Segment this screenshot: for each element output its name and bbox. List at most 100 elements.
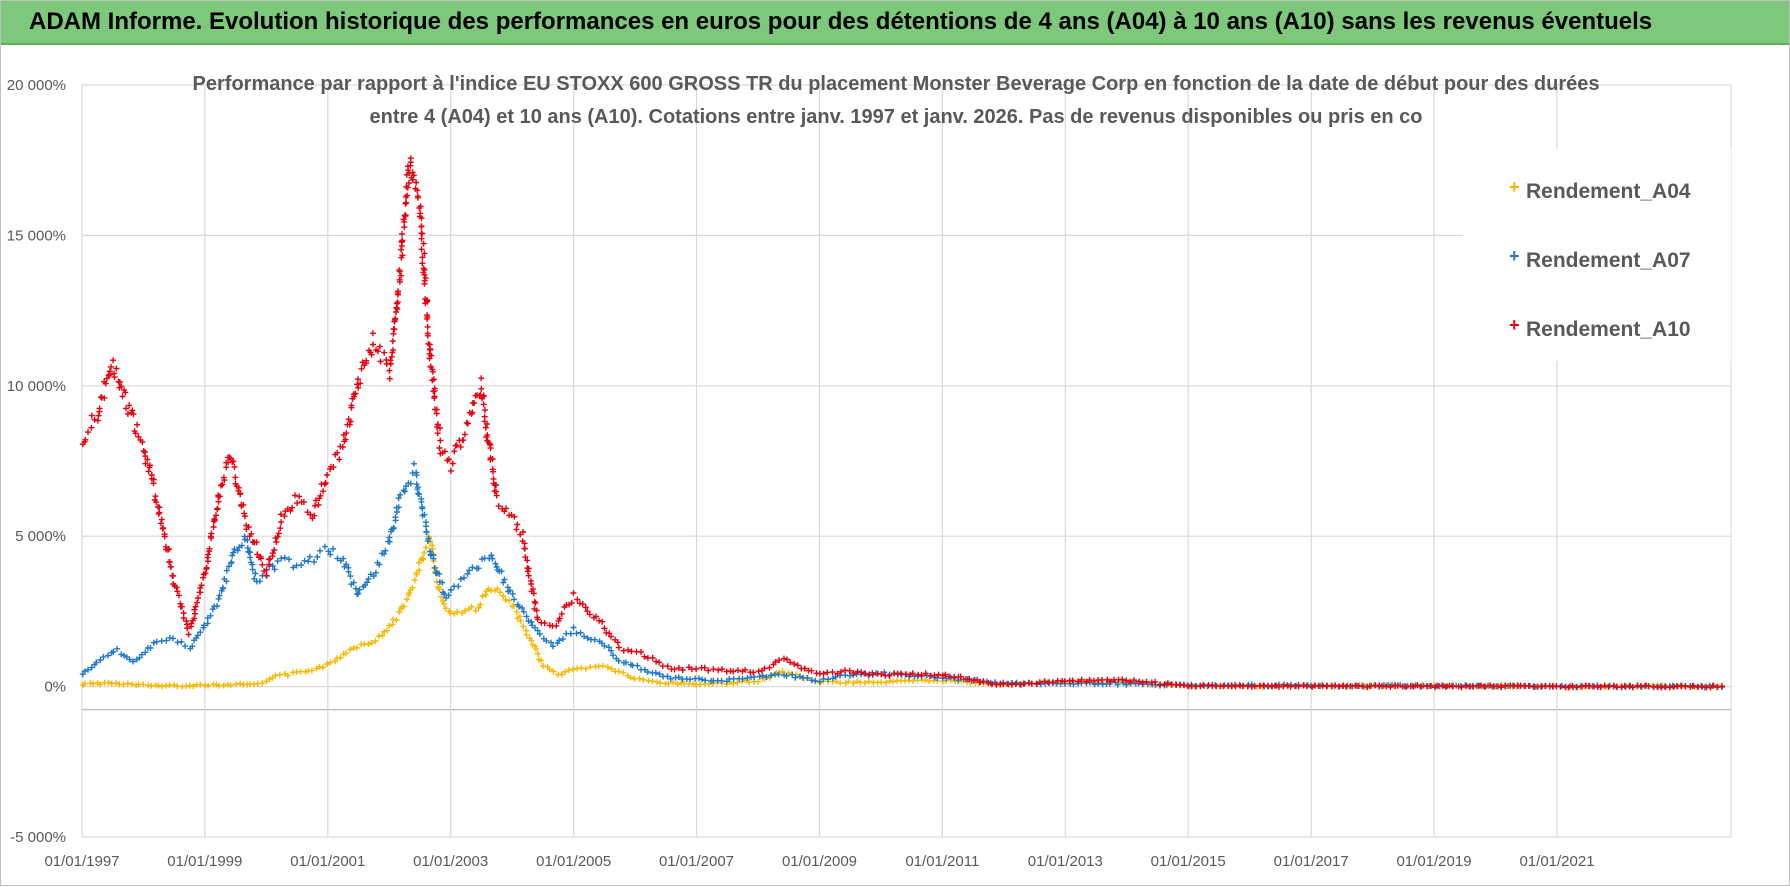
header-title: ADAM Informe. Evolution historique des p… — [29, 8, 1653, 35]
data-point — [400, 603, 407, 610]
data-point — [394, 306, 401, 313]
data-point — [166, 559, 173, 565]
data-point — [158, 516, 165, 523]
y-tick-label: 15 000% — [7, 227, 66, 244]
data-point — [381, 550, 388, 557]
data-point — [323, 661, 330, 667]
data-point — [298, 562, 305, 568]
data-point — [520, 608, 527, 615]
data-point — [593, 613, 600, 620]
data-point — [1295, 683, 1302, 690]
data-point — [126, 402, 133, 409]
data-point — [424, 323, 431, 330]
data-point — [161, 533, 168, 540]
data-point — [111, 374, 118, 381]
x-axis-ticks: 01/01/1997 01/01/1999 01/01/2001 01/01/2003… — [44, 853, 1594, 870]
data-point — [271, 547, 278, 553]
data-point — [768, 672, 774, 679]
data-point — [294, 500, 301, 507]
x-tick-label: 01/01/2005 — [536, 853, 611, 870]
data-point — [1463, 682, 1470, 689]
data-point — [553, 622, 560, 629]
data-point — [158, 520, 164, 527]
data-point — [146, 464, 153, 471]
data-point — [681, 680, 687, 687]
data-point — [861, 679, 868, 686]
data-point — [600, 662, 606, 669]
data-point — [164, 546, 171, 553]
data-point — [347, 646, 354, 653]
data-point — [475, 604, 482, 611]
data-point — [837, 679, 844, 686]
data-point — [81, 668, 88, 675]
chart-title: Performance par rapport à l'indice EU ST… — [193, 73, 1600, 128]
data-point — [634, 662, 641, 669]
data-point — [430, 376, 437, 383]
data-point — [263, 572, 270, 579]
data-point — [442, 605, 449, 612]
data-point — [398, 246, 404, 253]
data-point — [108, 363, 114, 370]
data-point — [665, 680, 672, 687]
data-point — [534, 616, 541, 623]
data-point — [441, 448, 448, 455]
data-point — [436, 445, 443, 451]
data-point — [120, 681, 127, 688]
data-point — [570, 590, 577, 596]
x-tick-label: 01/01/2009 — [782, 853, 857, 870]
data-point — [381, 349, 388, 356]
data-point — [419, 254, 426, 261]
data-point — [277, 525, 284, 532]
data-point — [159, 683, 166, 690]
data-point — [351, 393, 358, 400]
data-point — [334, 449, 341, 456]
data-point — [599, 618, 606, 625]
data-point — [493, 492, 500, 499]
data-point — [142, 453, 149, 460]
data-point — [395, 504, 402, 511]
series-rendement-a04 — [79, 533, 1726, 691]
data-point — [395, 495, 402, 502]
data-point — [423, 544, 430, 551]
data-point — [1654, 683, 1661, 690]
data-point — [524, 557, 531, 564]
data-point — [382, 547, 389, 554]
data-point — [418, 223, 425, 230]
data-point — [348, 402, 355, 409]
data-point — [227, 455, 234, 462]
data-point — [136, 654, 143, 661]
data-point — [653, 658, 660, 665]
data-point — [730, 668, 737, 675]
data-point — [679, 667, 686, 673]
data-point — [113, 365, 120, 372]
data-point — [418, 498, 425, 505]
data-point — [1069, 677, 1076, 684]
data-point — [523, 613, 530, 620]
data-point — [1387, 683, 1394, 690]
data-point — [122, 389, 129, 396]
y-axis-ticks: -5 000% 0% 5 000% 10 000% 15 000% 20 000% — [7, 77, 66, 846]
data-point — [274, 558, 281, 565]
data-point — [135, 433, 142, 440]
data-point — [582, 604, 589, 611]
data-point — [216, 493, 223, 500]
data-point — [105, 679, 112, 686]
data-point — [441, 600, 447, 607]
data-point — [355, 590, 362, 597]
data-point — [489, 456, 496, 462]
data-point — [210, 524, 217, 530]
data-point — [416, 205, 423, 211]
data-point — [1487, 682, 1494, 689]
data-point — [608, 633, 614, 640]
data-point — [1152, 678, 1159, 685]
data-point — [1525, 682, 1532, 689]
data-point — [404, 192, 411, 199]
data-point — [625, 647, 632, 654]
data-point — [105, 652, 112, 659]
data-point — [500, 579, 507, 586]
data-point — [966, 676, 973, 682]
data-point — [248, 530, 255, 537]
data-point — [377, 358, 384, 365]
data-point — [189, 643, 196, 650]
data-point — [581, 633, 588, 640]
